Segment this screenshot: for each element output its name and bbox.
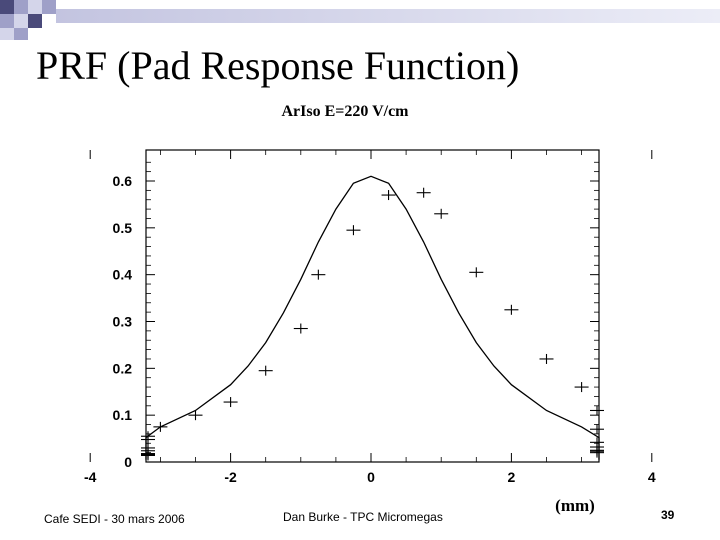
data-point	[469, 267, 484, 278]
x-tick-label: 4	[648, 469, 656, 485]
x-tick-label: 2	[508, 469, 516, 485]
data-point	[416, 187, 431, 198]
decor-square	[0, 14, 14, 28]
decor-square	[0, 0, 14, 14]
plot-frame	[145, 149, 600, 463]
footer-author: Dan Burke - TPC Micromegas	[283, 510, 443, 524]
data-point	[590, 405, 604, 416]
data-point	[153, 421, 168, 432]
fit-curve	[145, 175, 600, 460]
decor-square	[14, 14, 28, 28]
decor-square	[0, 28, 14, 40]
data-point	[311, 269, 326, 280]
decor-square	[42, 0, 56, 14]
data-point	[223, 397, 238, 408]
data-point	[574, 382, 589, 393]
title-decoration	[0, 0, 720, 40]
decor-square	[14, 0, 28, 14]
decor-square	[28, 0, 42, 14]
y-tick-label: 0.3	[113, 314, 133, 330]
x-axis: -6-4-20246	[84, 150, 656, 485]
x-tick-label: -4	[84, 469, 97, 485]
data-point	[141, 431, 155, 442]
decor-square	[28, 14, 42, 28]
data-points	[141, 187, 604, 461]
slide-title: PRF (Pad Response Function)	[36, 43, 520, 88]
data-point	[504, 304, 519, 315]
data-point	[539, 353, 554, 364]
y-tick-label: 0.6	[113, 173, 133, 189]
data-point	[258, 365, 273, 376]
y-tick-label: 0	[124, 454, 132, 470]
data-point	[434, 208, 449, 219]
y-tick-label: 0.4	[113, 267, 133, 283]
data-point	[141, 442, 155, 453]
x-tick-label: 0	[367, 469, 375, 485]
x-tick-label: -2	[224, 469, 237, 485]
page-number: 39	[661, 508, 675, 522]
data-point	[188, 410, 203, 421]
data-point	[590, 447, 604, 458]
data-point	[346, 225, 361, 236]
y-tick-label: 0.5	[113, 220, 133, 236]
data-point	[590, 424, 604, 435]
decor-square	[14, 28, 28, 40]
chart-title: ArIso E=220 V/cm	[281, 103, 409, 120]
y-axis: 0 0.1 0.2 0.3 0.4 0.5 0.6	[113, 161, 599, 470]
x-axis-label: (mm)	[555, 496, 595, 515]
y-tick-label: 0.1	[113, 407, 133, 423]
footer-event: Cafe SEDI - 30 mars 2006	[44, 512, 185, 526]
y-tick-label: 0.2	[113, 360, 133, 376]
data-point	[381, 190, 396, 201]
decor-bar	[56, 9, 720, 23]
data-point	[293, 323, 308, 334]
